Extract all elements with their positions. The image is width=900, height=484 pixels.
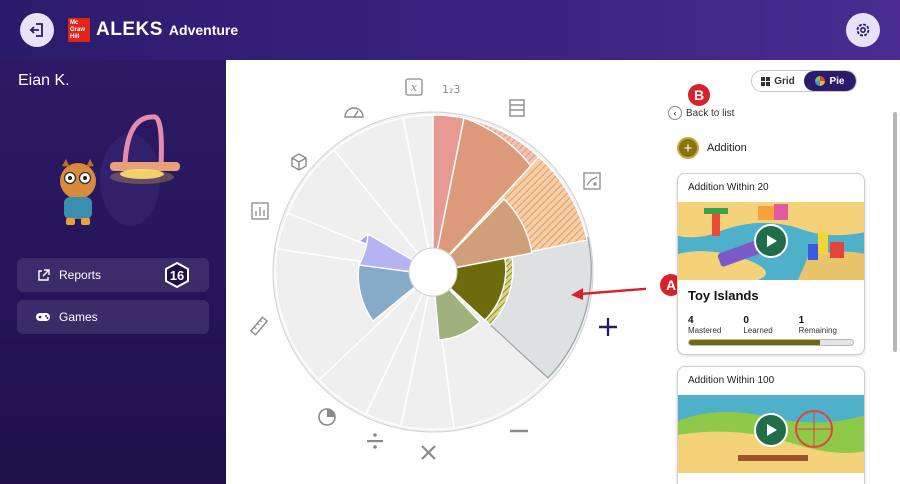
- callout-arrow: [571, 287, 646, 300]
- pie-slice-orange[interactable]: [431, 117, 532, 275]
- play-button[interactable]: [754, 224, 788, 258]
- protractor-icon: [344, 107, 364, 118]
- app-logo: Mc Graw Hill ALEKS Adventure: [68, 18, 238, 42]
- games-label: Games: [59, 310, 98, 324]
- mastered-count: 4: [688, 315, 694, 326]
- game-card[interactable]: Addition Within 100: [677, 366, 865, 484]
- play-icon: [767, 235, 777, 247]
- graph-icon: [583, 172, 601, 190]
- grid-view-button[interactable]: Grid: [752, 71, 804, 91]
- back-to-list-label: Back to list: [686, 107, 735, 119]
- chevron-left-icon: ‹: [668, 106, 682, 120]
- 123-icon: 1₂3: [442, 83, 460, 96]
- times-icon: [421, 445, 436, 460]
- ruler-icon: [249, 316, 269, 336]
- scrollbar[interactable]: [893, 112, 897, 352]
- top-bar: Mc Graw Hill ALEKS Adventure: [0, 0, 900, 60]
- topic-pie-wheel[interactable]: x 1₂3: [226, 60, 646, 484]
- avatar: [60, 114, 180, 226]
- topic-header: + Addition: [677, 137, 747, 159]
- external-link-icon: [35, 267, 51, 283]
- pie-view-button[interactable]: Pie: [804, 71, 856, 91]
- pie-slice-olive-hatch[interactable]: [484, 256, 514, 326]
- gear-icon: [856, 23, 870, 37]
- game-thumbnail[interactable]: [678, 395, 864, 473]
- pie-slices: [274, 114, 592, 431]
- pie-chart-icon: [318, 408, 336, 426]
- reports-label: Reports: [59, 268, 102, 282]
- svg-text:x: x: [411, 81, 418, 94]
- progress-bar: [688, 339, 854, 346]
- publisher-logo: Mc Graw Hill: [68, 18, 90, 42]
- card-title: Addition Within 100: [688, 375, 775, 386]
- addition-plus-icon: +: [677, 137, 699, 159]
- grid-icon: [761, 76, 771, 86]
- mastered-stat: 4 Mastered: [688, 315, 743, 335]
- learned-count: 0: [743, 315, 749, 326]
- play-icon: [767, 424, 777, 436]
- remaining-stat: 1 Remaining: [799, 315, 854, 335]
- callout-a: A: [660, 274, 682, 296]
- reports-count: 16: [169, 267, 185, 283]
- games-button[interactable]: Games: [17, 300, 209, 334]
- gamepad-icon: [35, 309, 51, 325]
- game-thumbnail[interactable]: [678, 202, 864, 280]
- student-name: Eian K.: [18, 72, 70, 89]
- game-name: Toy Islands: [688, 288, 759, 303]
- callout-b: B: [688, 84, 710, 106]
- back-to-list-link[interactable]: ‹ Back to list: [668, 106, 734, 120]
- logo-suffix: Adventure: [168, 22, 239, 38]
- remaining-label: Remaining: [798, 326, 837, 335]
- view-toggle[interactable]: Grid Pie: [751, 70, 857, 92]
- logo-name: ALEKS: [96, 19, 163, 40]
- learned-stat: 0 Learned: [743, 315, 798, 335]
- mastered-label: Mastered: [688, 326, 722, 335]
- topic-label: Addition: [707, 142, 747, 154]
- exit-icon: [29, 23, 43, 37]
- settings-button[interactable]: [846, 13, 880, 47]
- cube-icon: [291, 153, 307, 171]
- play-button[interactable]: [754, 413, 788, 447]
- plus-icon: [599, 318, 617, 336]
- sidebar: Eian K. Reports 16 Games: [0, 60, 226, 484]
- pie-view-label: Pie: [829, 75, 845, 87]
- game-card[interactable]: Addition Within 20 Toy Islands: [677, 173, 865, 355]
- exit-button[interactable]: [20, 13, 54, 47]
- main-panel: x 1₂3: [226, 60, 900, 484]
- reports-button[interactable]: Reports 16: [17, 258, 209, 292]
- bar-chart-icon: [251, 202, 269, 220]
- card-title: Addition Within 20: [688, 182, 769, 193]
- reports-count-badge: 16: [163, 261, 191, 289]
- divide-icon: [367, 433, 383, 449]
- pie-center: [408, 247, 458, 297]
- grid-view-label: Grid: [774, 75, 795, 87]
- amusement-park-illustration: [678, 395, 864, 473]
- pie-view-icon: [815, 76, 826, 86]
- pie-slice-tan[interactable]: [430, 198, 533, 274]
- remaining-count: 1: [798, 315, 805, 326]
- abacus-icon: [509, 99, 525, 117]
- progress-stats: 4 Mastered 0 Learned 1 Remaining: [678, 303, 864, 335]
- x-variable-icon: x: [405, 78, 423, 96]
- progress-bar-fill: [689, 340, 821, 345]
- learned-label: Learned: [743, 326, 773, 335]
